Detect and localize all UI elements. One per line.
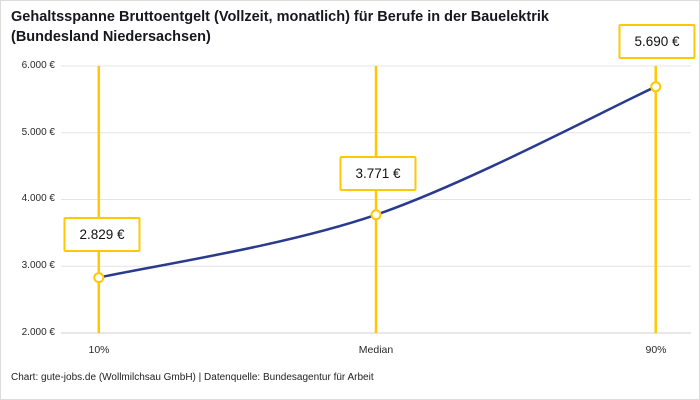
x-axis-tick-label: 10% (88, 344, 110, 356)
x-axis-tick-label: Median (358, 344, 394, 356)
y-axis-tick-label: 2.000 € (21, 327, 55, 338)
chart-title: Gehaltsspanne Bruttoentgelt (Vollzeit, m… (11, 8, 549, 47)
y-axis-tick-label: 4.000 € (21, 193, 55, 204)
data-point-marker (370, 209, 382, 221)
data-point-marker (650, 81, 662, 93)
x-axis-tick-label: 90% (645, 344, 667, 356)
chart-title-line2: (Bundesland Niedersachsen) (11, 28, 211, 45)
y-axis-tick-label: 3.000 € (21, 260, 55, 271)
data-point-marker (93, 272, 105, 284)
chart-title-line1: Gehaltsspanne Bruttoentgelt (Vollzeit, m… (11, 9, 549, 25)
credit-line: Chart: gute-jobs.de (Wollmilchsau GmbH) … (11, 372, 374, 383)
y-axis-tick-label: 6.000 € (21, 60, 55, 71)
value-label-p10: 2.829 € (63, 217, 141, 252)
value-label-p90: 5.690 € (618, 24, 696, 59)
y-axis-tick-label: 5.000 € (21, 127, 55, 138)
value-label-median: 3.771 € (339, 156, 417, 191)
